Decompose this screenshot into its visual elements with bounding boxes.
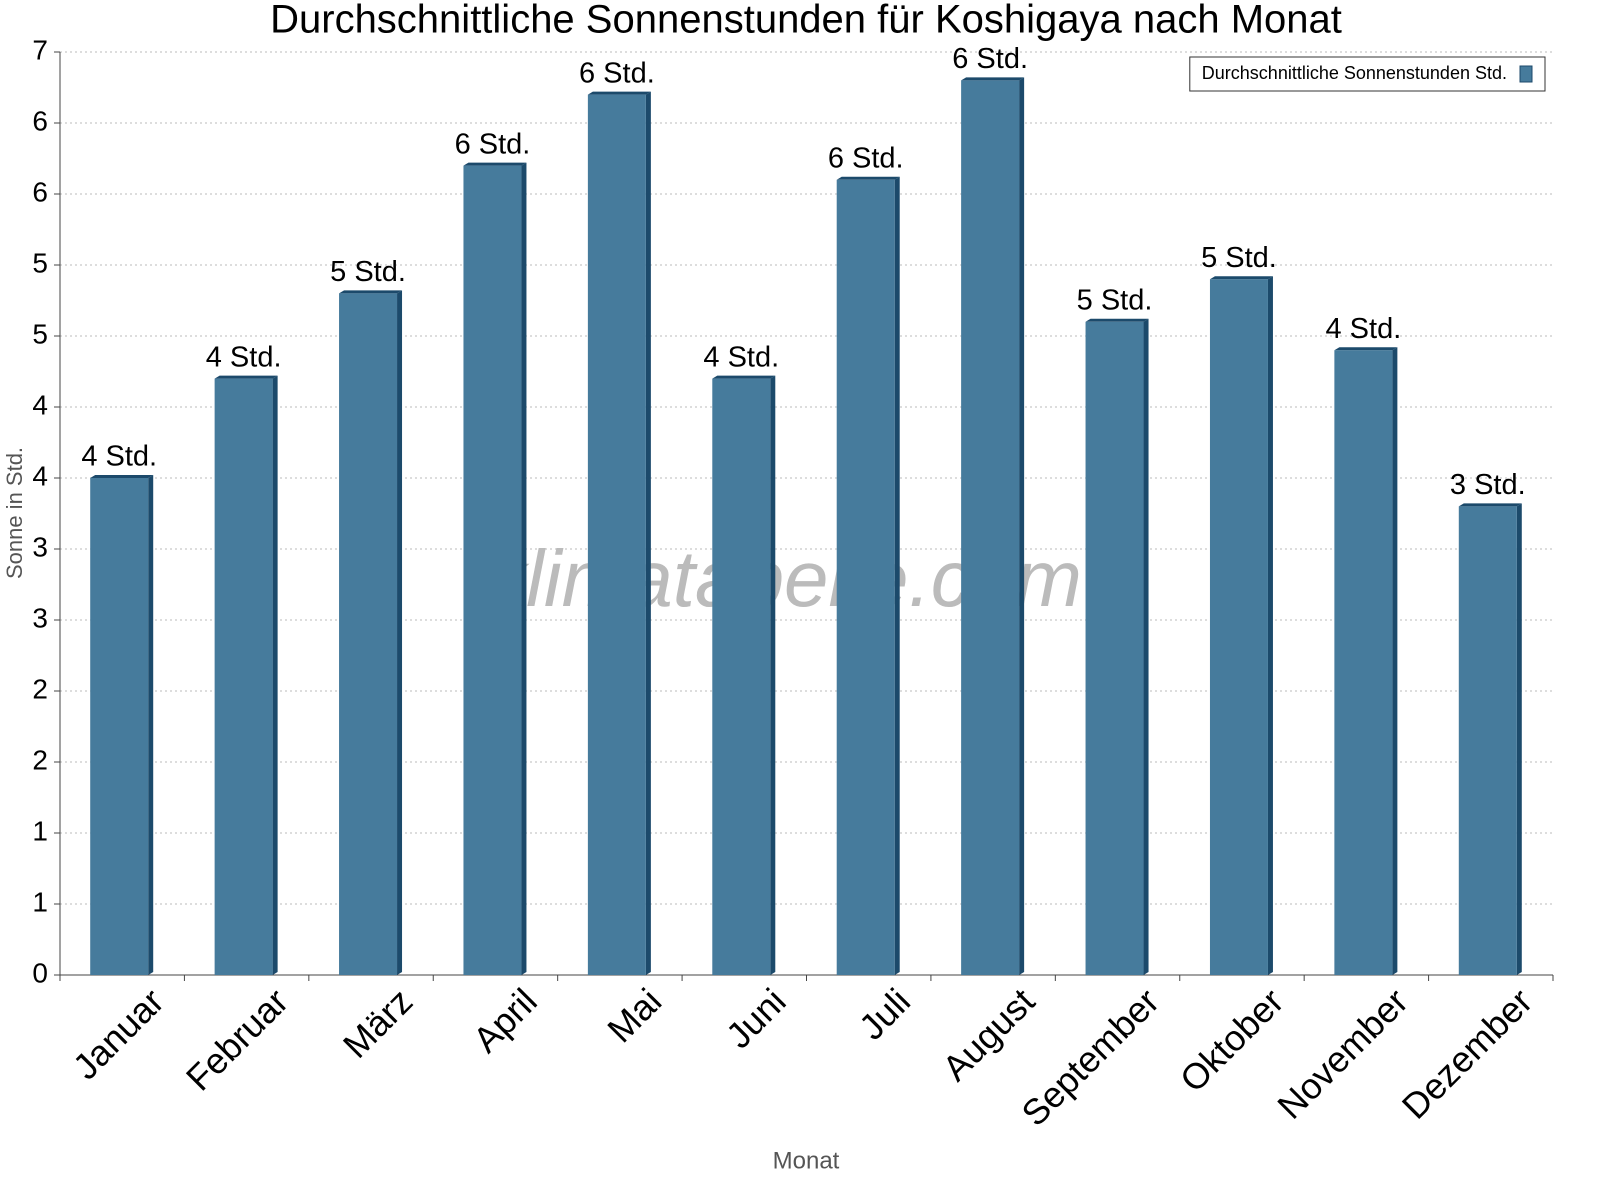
x-tick-label: November — [1269, 980, 1415, 1126]
bar — [587, 94, 646, 976]
bar-side — [1516, 503, 1522, 975]
legend-box — [1189, 56, 1546, 92]
bar — [961, 80, 1020, 975]
x-tick-label: Dezember — [1394, 980, 1540, 1126]
y-tick-label: 4 — [32, 460, 48, 491]
y-tick-label: 7 — [32, 34, 48, 65]
value-label: 4 Std. — [703, 341, 779, 373]
bar — [836, 179, 895, 976]
bar-top — [463, 162, 527, 166]
legend: Durchschnittliche Sonnenstunden Std. — [1189, 56, 1546, 92]
y-tick-label: 1 — [32, 886, 48, 917]
bar-top — [339, 290, 403, 294]
bar — [1209, 279, 1268, 975]
y-tick-label: 5 — [32, 318, 48, 349]
bar-side — [1392, 347, 1398, 975]
y-tick-label: 5 — [32, 247, 48, 278]
bar-top — [1085, 318, 1149, 322]
bar-top — [1458, 503, 1522, 507]
y-tick-label: 3 — [32, 602, 48, 633]
x-tick-label: März — [335, 980, 421, 1066]
y-tick-label: 6 — [32, 176, 48, 207]
x-tick-label: Februar — [178, 980, 296, 1098]
x-tick-label: Mai — [599, 980, 669, 1050]
y-tick-label: 0 — [32, 957, 48, 988]
value-label: 4 Std. — [206, 341, 282, 373]
bar — [1334, 350, 1393, 975]
bar-top — [214, 375, 278, 379]
bar — [1085, 321, 1144, 975]
bar-top — [1209, 276, 1273, 280]
value-label: 6 Std. — [952, 43, 1028, 75]
x-axis-label: Monat — [773, 1147, 840, 1174]
value-label: 5 Std. — [330, 256, 406, 288]
y-tick-label: 2 — [32, 673, 48, 704]
bar — [90, 478, 149, 975]
bar-side — [1267, 276, 1273, 975]
bar-top — [587, 91, 651, 95]
value-label: 6 Std. — [455, 128, 531, 160]
bar-side — [770, 375, 776, 976]
bar-top — [836, 176, 900, 180]
x-tick-label: Januar — [65, 980, 172, 1087]
bar-top — [712, 375, 776, 379]
x-tick-label: April — [465, 980, 545, 1060]
value-label: 4 Std. — [1325, 313, 1401, 345]
x-tick-label: Juli — [851, 980, 918, 1047]
x-tick-label: Oktober — [1172, 980, 1292, 1100]
legend-swatch — [1519, 65, 1533, 83]
value-label: 3 Std. — [1450, 469, 1526, 501]
y-tick-label: 1 — [32, 815, 48, 846]
bar-side — [521, 162, 527, 976]
bar — [712, 378, 771, 976]
bar-side — [894, 176, 900, 976]
bar-side — [1019, 77, 1025, 975]
value-label: 6 Std. — [828, 142, 904, 174]
chart-title: Durchschnittliche Sonnenstunden für Kosh… — [270, 0, 1342, 42]
bar-side — [272, 375, 278, 976]
legend-label: Durchschnittliche Sonnenstunden Std. — [1202, 63, 1507, 83]
value-label: 5 Std. — [1077, 284, 1153, 316]
bar-top — [961, 77, 1025, 81]
y-tick-label: 4 — [32, 389, 48, 420]
bar — [339, 293, 398, 975]
bar — [463, 165, 522, 976]
x-tick-label: Juni — [718, 980, 794, 1056]
value-label: 5 Std. — [1201, 242, 1277, 274]
bar-side — [1143, 318, 1149, 975]
value-label: 4 Std. — [81, 441, 157, 473]
bar — [1458, 506, 1517, 975]
y-tick-label: 6 — [32, 105, 48, 136]
y-tick-label: 3 — [32, 531, 48, 562]
value-label: 6 Std. — [579, 57, 655, 89]
bar-side — [645, 91, 651, 976]
bar-top — [90, 475, 154, 478]
bar-top — [1334, 347, 1398, 351]
bar — [214, 378, 273, 976]
bar-side — [148, 475, 154, 975]
bar-side — [397, 290, 403, 975]
x-tick-label: August — [934, 980, 1042, 1088]
y-tick-label: 2 — [32, 744, 48, 775]
y-axis-label: Sonne in Std. — [2, 447, 27, 579]
